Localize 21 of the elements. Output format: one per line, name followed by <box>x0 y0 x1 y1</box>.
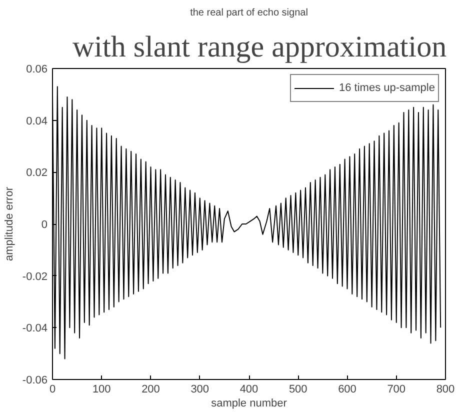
x-tick-label: 0 <box>49 384 56 396</box>
x-tick-label: 200 <box>142 384 160 396</box>
x-tick-label: 600 <box>338 384 356 396</box>
y-tick-label: 0 <box>41 219 48 231</box>
x-tick-label: 500 <box>288 384 308 396</box>
x-tick-label: 300 <box>190 384 210 396</box>
y-tick-label: -0.02 <box>22 270 48 283</box>
x-axis-title: sample number <box>211 398 288 410</box>
x-tick-label: 700 <box>387 384 406 396</box>
chart-title: with slant range approximation <box>72 30 447 64</box>
y-tick-label: -0.06 <box>22 374 48 386</box>
y-tick-label: 0.06 <box>26 64 48 76</box>
y-tick-label: 0.02 <box>26 167 48 180</box>
legend-label: 16 times up-sample <box>339 82 435 94</box>
y-tick-label: 0.04 <box>26 115 48 128</box>
y-tick-label: -0.04 <box>22 322 48 335</box>
x-tick-label: 100 <box>92 384 111 396</box>
chart-subtitle: the real part of echo signal <box>190 8 308 18</box>
x-tick-label: 400 <box>240 384 258 396</box>
y-axis-title: amplitude error <box>3 186 16 261</box>
x-tick-label: 800 <box>436 384 455 396</box>
